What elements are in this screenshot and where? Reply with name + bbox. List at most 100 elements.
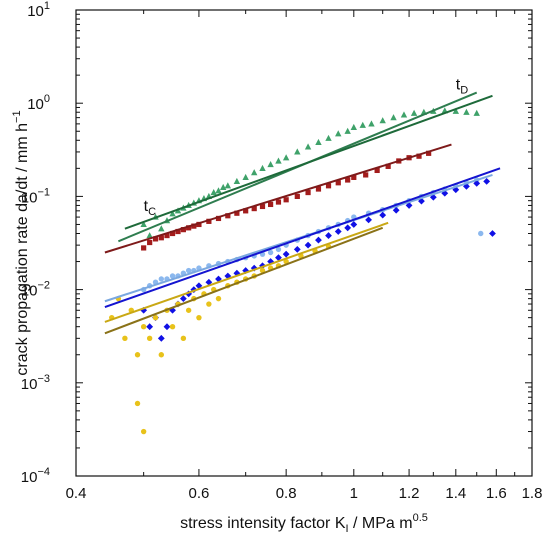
data-point-s2-5 (169, 273, 176, 279)
data-point-s1-27 (351, 174, 357, 180)
data-point-s1-14 (234, 210, 240, 216)
data-point-s1-6 (175, 228, 181, 235)
data-point-s4-8 (146, 335, 153, 342)
data-point-s1-24 (325, 183, 332, 189)
data-point-s3-7 (179, 295, 187, 303)
data-point-s1-0 (141, 245, 147, 251)
axis-ticks (75, 9, 533, 477)
data-point-s1-23 (315, 186, 322, 192)
series-0 (140, 107, 480, 239)
data-point-s3-27 (350, 221, 358, 228)
data-point-s1-30 (385, 163, 391, 169)
data-point-s0-18 (242, 173, 249, 180)
data-point-s3-30 (392, 206, 400, 214)
data-point-s2-8 (185, 267, 192, 274)
data-point-s0-30 (350, 123, 357, 130)
data-point-s0-27 (325, 134, 332, 141)
y-axis-title: crack propagation rate da/dt / mm h−1 (11, 110, 31, 375)
data-point-s1-3 (158, 235, 164, 241)
data-point-s0-5 (169, 210, 176, 217)
data-point-s0-15 (219, 183, 227, 190)
annotation-tD: tD (456, 77, 468, 97)
data-point-s4-17 (196, 314, 202, 321)
data-point-s0-29 (344, 127, 351, 134)
data-point-s1-34 (426, 150, 432, 156)
data-point-s0-34 (390, 114, 397, 121)
data-point-s4-19 (206, 301, 212, 307)
data-point-s4-9 (152, 314, 159, 321)
data-point-s1-25 (335, 180, 341, 186)
data-point-s3-33 (429, 193, 437, 201)
x-tick-label: 1.8 (522, 485, 543, 502)
data-point-s0-16 (224, 182, 232, 189)
data-point-s1-19 (275, 199, 282, 205)
data-point-s3-24 (325, 232, 332, 239)
data-point-s0-20 (259, 164, 266, 171)
data-point-s1-10 (196, 221, 202, 228)
data-point-s0-31 (359, 121, 366, 128)
data-point-s3-1 (146, 323, 154, 331)
data-point-s3-4 (163, 323, 171, 331)
data-point-s1-22 (305, 189, 311, 196)
y-tick-label: 10−4 (21, 466, 50, 486)
annotation-tC: tC (144, 198, 156, 218)
data-point-s2-18 (267, 249, 274, 256)
data-point-s0-0 (140, 220, 147, 228)
fit-lines (104, 91, 501, 335)
data-point-s1-2 (152, 236, 159, 242)
y-tick-label: 10−2 (21, 280, 50, 300)
y-tick-label: 10−1 (21, 186, 50, 206)
y-tick-label: 100 (27, 93, 50, 113)
data-point-s4-7 (140, 428, 147, 435)
fit-line-s3-0 (104, 167, 501, 308)
data-point-s3-36 (463, 183, 470, 190)
data-point-s1-16 (251, 205, 257, 212)
x-axis-title: stress intensity factor KI / MPa m0.5 (180, 512, 428, 535)
series-4 (109, 243, 332, 435)
data-point-s1-1 (147, 239, 153, 246)
data-point-s4-6 (140, 323, 147, 330)
data-point-s3-3 (157, 334, 165, 342)
data-point-s1-9 (191, 223, 197, 229)
data-point-s1-11 (206, 218, 212, 224)
data-point-s1-20 (283, 197, 289, 203)
data-point-s3-28 (365, 216, 372, 224)
data-point-s1-21 (294, 193, 300, 199)
data-point-s3-14 (233, 269, 241, 277)
annotations: tC tD (144, 77, 469, 218)
data-point-s2-38 (478, 230, 484, 237)
data-point-s1-28 (363, 172, 369, 178)
data-point-s1-17 (259, 203, 266, 210)
x-tick-label: 0.6 (188, 485, 209, 502)
data-point-s0-14 (215, 187, 222, 194)
data-point-s1-4 (164, 232, 170, 239)
data-point-s3-29 (379, 211, 387, 219)
data-point-s3-20 (282, 250, 290, 258)
data-point-s0-22 (275, 157, 282, 164)
data-point-s4-5 (134, 400, 141, 407)
data-point-s1-29 (374, 167, 380, 174)
data-point-s0-1 (146, 232, 153, 239)
data-point-s0-28 (335, 130, 342, 137)
data-point-s0-36 (410, 109, 418, 116)
plot-frame (75, 9, 533, 477)
data-point-s1-26 (345, 177, 351, 183)
tick-labels: 0.4 0.6 0.8 1 1.2 1.4 1.6 1.8 10−4 10−3 10−2 10−1 10… (21, 0, 543, 502)
data-point-s3-26 (344, 224, 352, 232)
x-tick-label: 0.4 (66, 485, 87, 502)
x-tick-label: 0.8 (276, 485, 297, 502)
data-point-s3-25 (334, 228, 342, 235)
data-point-s4-21 (215, 295, 222, 302)
data-point-s3-38 (483, 177, 491, 185)
data-point-s3-31 (405, 202, 413, 209)
data-point-s0-35 (400, 111, 408, 118)
x-tick-label: 1.6 (486, 485, 507, 502)
fit-line-s0-1 (124, 94, 493, 230)
data-point-s4-15 (185, 307, 192, 313)
data-point-s1-12 (215, 215, 222, 222)
fit-line-s4-0 (104, 221, 389, 323)
data-point-s2-19 (275, 246, 282, 253)
data-point-s0-41 (463, 108, 470, 115)
x-tick-label: 1 (350, 485, 358, 502)
